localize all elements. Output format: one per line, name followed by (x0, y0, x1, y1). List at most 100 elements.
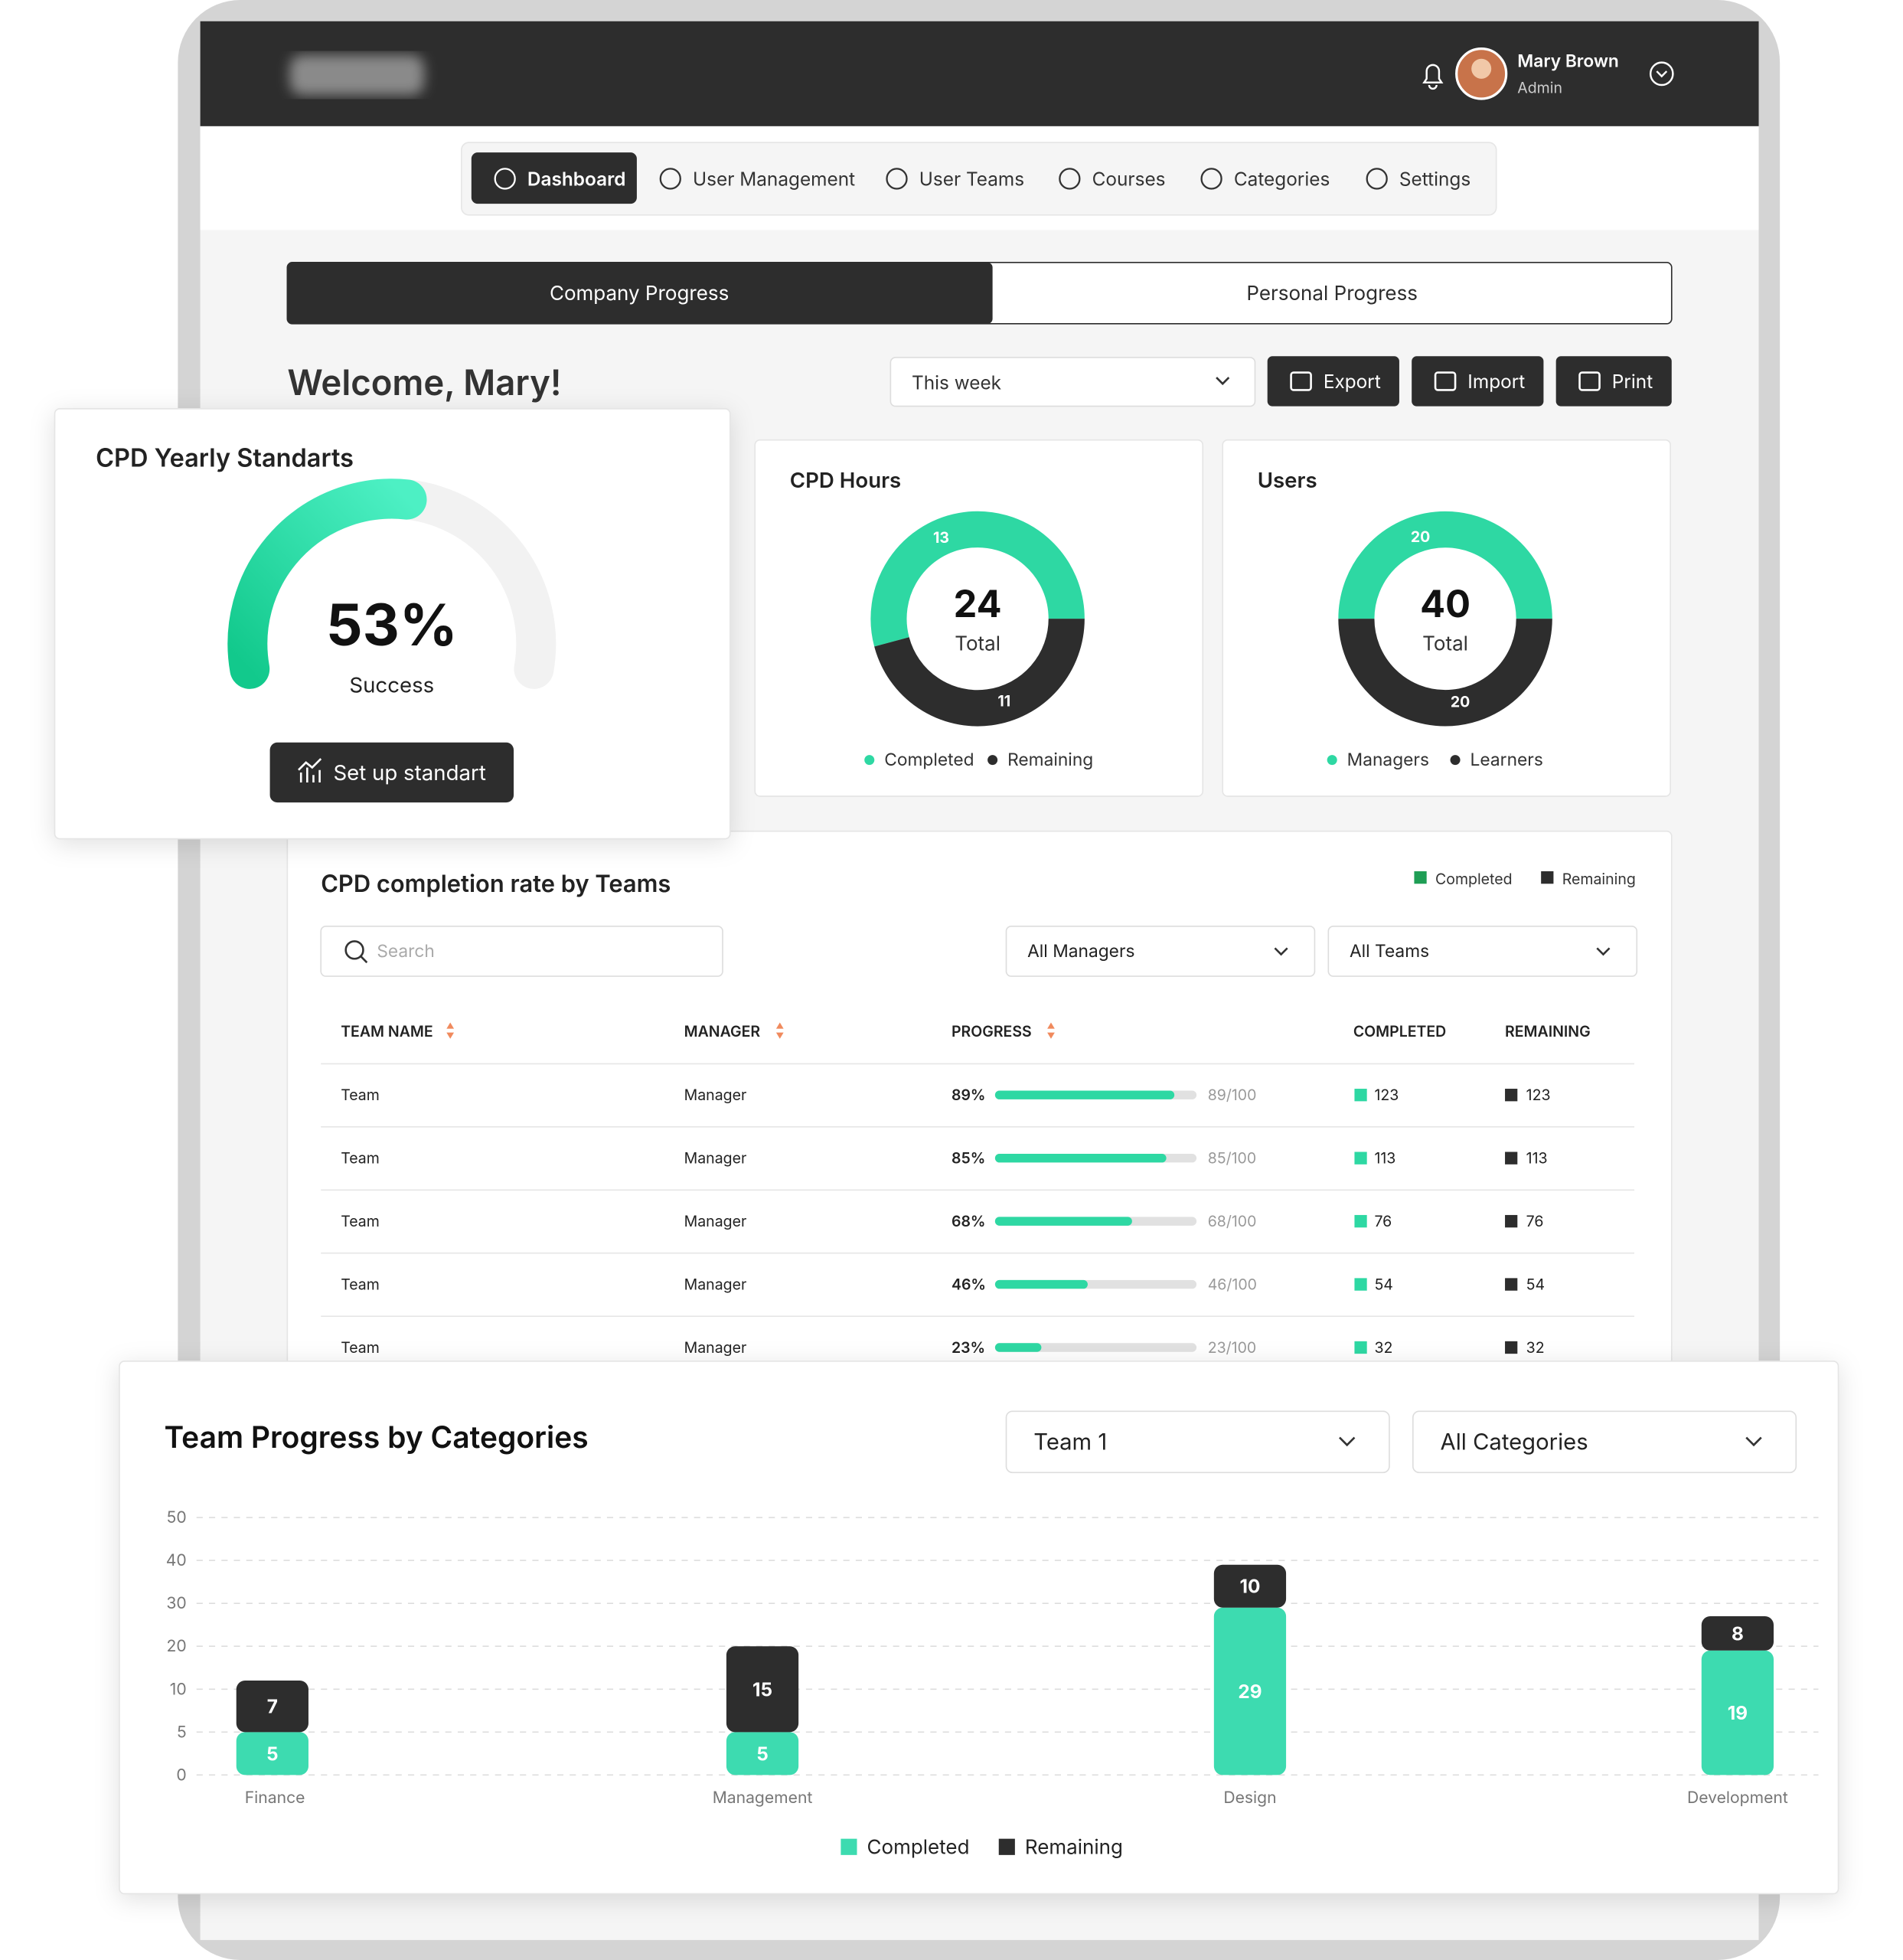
bar-value-label: 7 (267, 1695, 278, 1718)
cell: Manager (684, 1338, 747, 1357)
sort-icon[interactable] (446, 1022, 455, 1039)
cell: 123 (1374, 1086, 1399, 1104)
gauge-caption: Success (349, 672, 434, 698)
chevron (1274, 947, 1288, 956)
nav-item[interactable]: User Management (693, 167, 855, 190)
column-header: TEAM NAME (341, 1022, 432, 1040)
filter-select[interactable] (1327, 925, 1638, 977)
swatch (1505, 1214, 1518, 1228)
donut-caption: Total (1422, 632, 1468, 655)
legend-dot (864, 755, 875, 766)
swatch (1354, 1214, 1367, 1228)
cell: 89/100 (1208, 1086, 1257, 1104)
nav-item[interactable]: Settings (1399, 167, 1470, 190)
swatch (1505, 1089, 1518, 1102)
card-title: CPD Yearly Standarts (96, 443, 354, 473)
y-tick-label: 20 (167, 1636, 187, 1656)
nav-icon (659, 168, 681, 190)
nav-item[interactable]: User Teams (919, 167, 1024, 190)
legend-dot (987, 755, 998, 766)
nav-icon (1059, 168, 1081, 190)
cell: 23/100 (1208, 1338, 1256, 1357)
action-button[interactable] (1267, 356, 1399, 407)
user-role: Admin (1517, 78, 1562, 96)
nav: Dashboard User Management User Teams Course… (494, 167, 1470, 191)
donut-value-label: 13 (933, 528, 949, 547)
cell: 113 (1526, 1149, 1548, 1168)
bar-segment (236, 1732, 308, 1775)
filter-label: All Teams (1350, 941, 1429, 962)
action-label: Import (1467, 370, 1525, 393)
chevron (1596, 947, 1611, 956)
button-label: Set up standart (333, 760, 485, 786)
gauge-value (227, 479, 427, 689)
bar-value-label: 5 (756, 1742, 769, 1765)
action-label: Export (1324, 370, 1381, 393)
tab-active[interactable] (287, 262, 993, 324)
gauge-label: 53% (326, 590, 458, 660)
action-button[interactable] (1412, 356, 1544, 407)
legend-label: Completed (884, 750, 974, 770)
cell: 46% (952, 1276, 986, 1294)
filter-label: Team 1 (1033, 1429, 1107, 1456)
cell: 76 (1374, 1212, 1392, 1230)
donut-value-label: 20 (1411, 528, 1430, 546)
column-header: PROGRESS (952, 1022, 1032, 1040)
column-header: COMPLETED (1353, 1022, 1446, 1040)
nav-bar (461, 142, 1497, 216)
filter-label: All Managers (1027, 941, 1134, 962)
nav-item[interactable]: Categories (1234, 167, 1330, 190)
tab[interactable]: Personal Progress (1246, 282, 1418, 305)
cell: Manager (684, 1086, 747, 1104)
sort-icon[interactable] (775, 1022, 784, 1039)
column-header: REMAINING (1505, 1022, 1591, 1040)
progress-bar (994, 1217, 1132, 1226)
filter-select[interactable] (1005, 925, 1316, 977)
bar-value-label: 10 (1239, 1575, 1260, 1598)
donut-value-label: 20 (1451, 693, 1470, 711)
sort-icon[interactable] (1047, 1022, 1055, 1039)
bar-segment (1213, 1564, 1287, 1608)
cell: 85% (952, 1149, 985, 1168)
donut-value-label: 11 (997, 692, 1010, 710)
bar-value-label: 29 (1238, 1680, 1262, 1703)
search-box[interactable] (320, 925, 723, 977)
period-select[interactable] (889, 357, 1256, 407)
chevron (1216, 377, 1230, 386)
legend-label: Remaining (1025, 1836, 1123, 1860)
cell: Manager (684, 1212, 747, 1230)
cell: 123 (1526, 1086, 1551, 1104)
cell: 54 (1526, 1276, 1545, 1294)
chevron (1656, 70, 1668, 78)
filter-select[interactable] (1005, 1410, 1390, 1474)
user-menu[interactable] (1649, 61, 1674, 87)
nav-item[interactable]: Courses (1092, 167, 1166, 190)
filter-select[interactable] (1412, 1410, 1797, 1474)
cell: 113 (1374, 1149, 1395, 1168)
button-icon (298, 758, 322, 783)
legend-label: Learners (1470, 750, 1543, 770)
bar-segment (726, 1646, 799, 1733)
y-tick-label: 40 (166, 1550, 187, 1570)
nav-icon (1366, 168, 1388, 190)
cell: 85/100 (1208, 1149, 1256, 1168)
bar-value-label: 8 (1732, 1622, 1744, 1645)
x-tick-label: Design (1223, 1788, 1276, 1808)
donut-segment (1338, 511, 1552, 619)
cell: 32 (1526, 1338, 1545, 1357)
x-tick-label: Management (713, 1788, 813, 1808)
logo (289, 54, 425, 96)
chart-title: Team Progress by Categories (164, 1419, 588, 1455)
bell-icon[interactable] (1422, 64, 1444, 90)
search-icon (360, 956, 368, 964)
setup-button[interactable] (269, 742, 514, 803)
nav-item[interactable]: Dashboard (527, 167, 626, 190)
y-tick-label: 50 (167, 1508, 187, 1527)
chart-card (119, 1361, 1839, 1895)
action-button[interactable] (1555, 356, 1672, 407)
tab[interactable]: Company Progress (550, 282, 729, 305)
bar-value-label: 19 (1728, 1701, 1748, 1724)
donut-card (1222, 439, 1671, 797)
action-label: Print (1612, 370, 1653, 393)
